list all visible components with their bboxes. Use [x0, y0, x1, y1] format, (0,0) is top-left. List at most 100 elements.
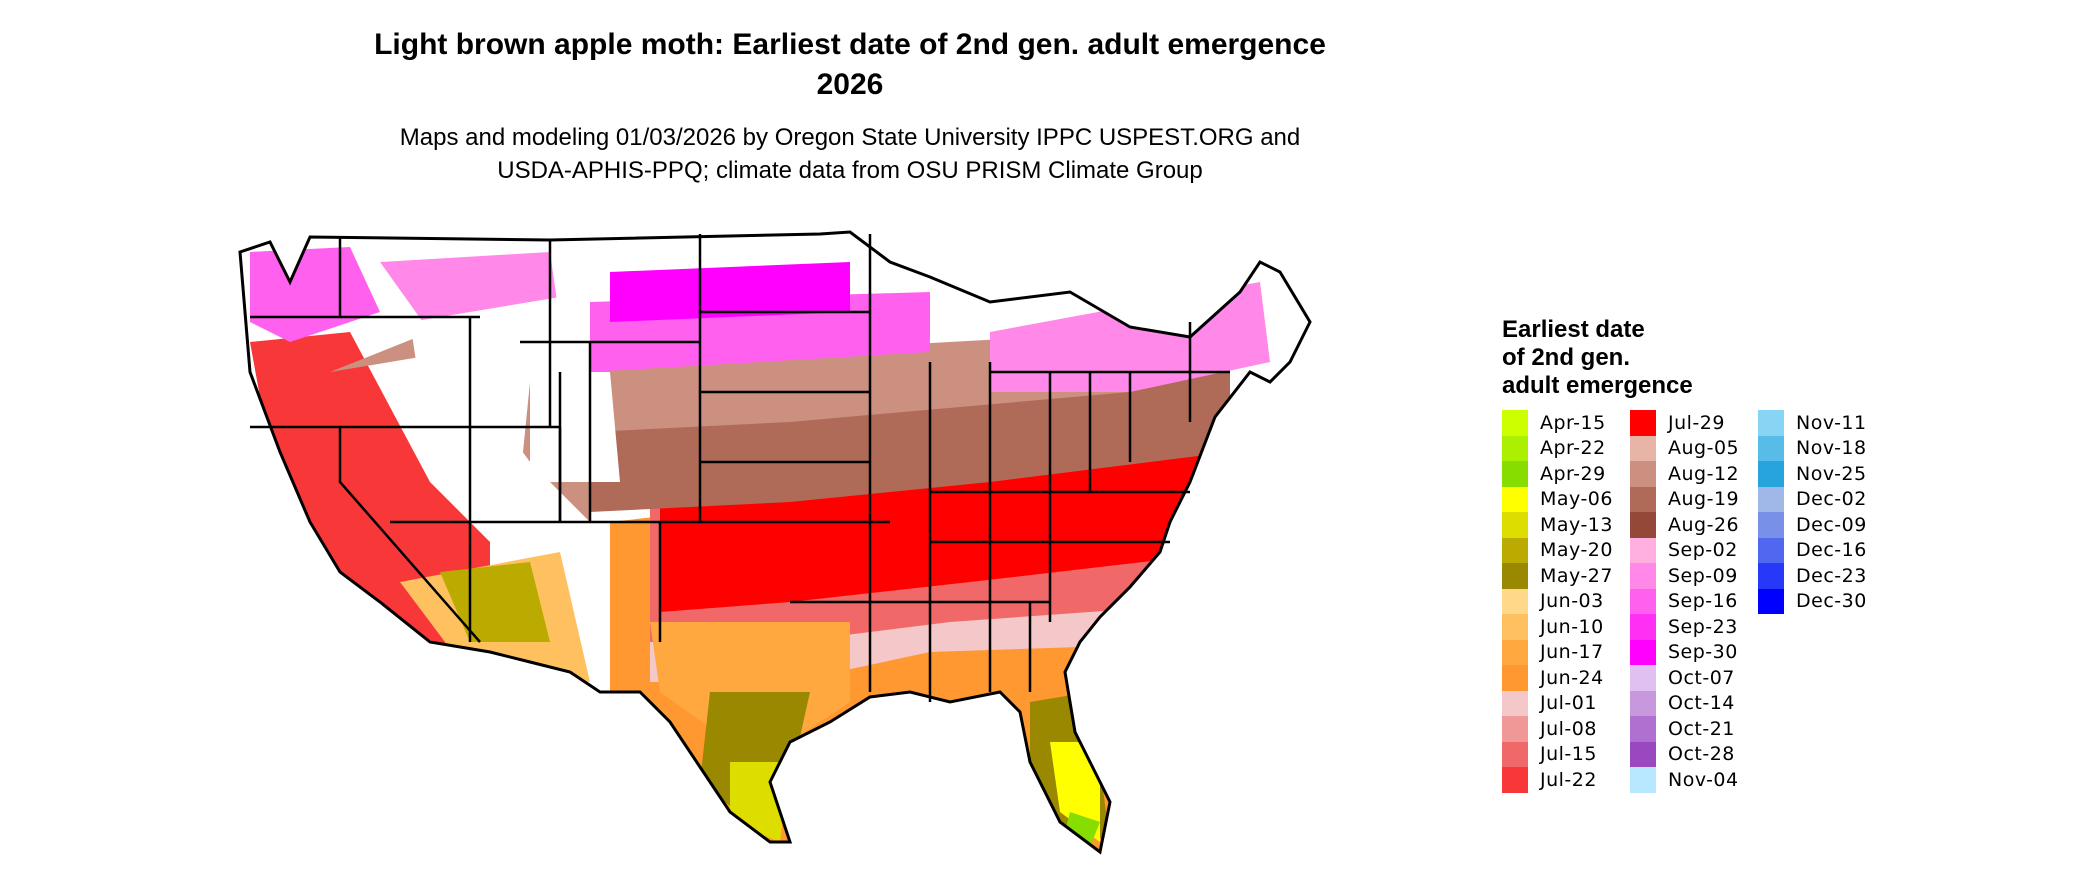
legend-item: Jul-01	[1502, 690, 1613, 716]
us-emergence-map	[238, 230, 1312, 855]
legend-item: Jul-08	[1502, 716, 1613, 742]
legend-swatch	[1630, 614, 1656, 640]
legend-column-3: Nov-11 Nov-18 Nov-25 Dec-02 Dec-09 Dec-16 Dec-…	[1758, 410, 1867, 614]
legend-label: Aug-05	[1668, 437, 1740, 460]
legend-label: Aug-26	[1668, 513, 1740, 536]
legend-label: Sep-02	[1668, 539, 1738, 562]
legend-label: Aug-12	[1668, 462, 1740, 485]
legend-label: Sep-30	[1668, 641, 1738, 664]
legend-swatch	[1502, 563, 1528, 589]
legend-label: Dec-30	[1796, 590, 1867, 613]
legend-swatch	[1758, 537, 1784, 563]
legend-item: Dec-23	[1758, 563, 1867, 589]
legend-item: Sep-02	[1630, 537, 1739, 563]
legend-swatch	[1630, 486, 1656, 512]
legend-swatch	[1630, 639, 1656, 665]
legend-item: Sep-09	[1630, 563, 1739, 589]
legend-swatch	[1502, 461, 1528, 487]
legend-item: Jul-15	[1502, 741, 1613, 767]
legend-item: Sep-30	[1630, 639, 1739, 665]
legend-item: Jul-22	[1502, 767, 1613, 793]
legend-label: Nov-11	[1796, 411, 1867, 434]
legend-swatch	[1758, 486, 1784, 512]
legend-swatch	[1502, 537, 1528, 563]
legend-item: May-06	[1502, 486, 1613, 512]
legend-column-1: Apr-15 Apr-22 Apr-29 May-06 May-13 May-20 May-…	[1502, 410, 1613, 793]
map-title: Light brown apple moth: Earliest date of…	[374, 28, 1326, 61]
legend-label: Oct-07	[1668, 666, 1735, 689]
legend-label: May-06	[1540, 488, 1613, 511]
legend-label: Dec-23	[1796, 564, 1867, 587]
legend-item: Sep-16	[1630, 588, 1739, 614]
legend-swatch	[1758, 435, 1784, 461]
legend-swatch	[1502, 588, 1528, 614]
legend-swatch	[1630, 410, 1656, 436]
legend-item: Nov-18	[1758, 435, 1867, 461]
legend-swatch	[1630, 767, 1656, 793]
legend-swatch	[1758, 588, 1784, 614]
legend-item: Oct-14	[1630, 690, 1739, 716]
legend-item: Jun-03	[1502, 588, 1613, 614]
legend-item: Nov-11	[1758, 410, 1867, 436]
legend-item: Oct-28	[1630, 741, 1739, 767]
legend-label: Sep-16	[1668, 590, 1738, 613]
legend-item: Aug-26	[1630, 512, 1739, 538]
legend-swatch	[1758, 410, 1784, 436]
legend-item: Oct-21	[1630, 716, 1739, 742]
map-year: 2026	[816, 68, 884, 101]
legend-swatch	[1502, 486, 1528, 512]
legend-swatch	[1630, 435, 1656, 461]
legend-swatch	[1502, 690, 1528, 716]
legend-item: May-20	[1502, 537, 1613, 563]
legend-item: Aug-05	[1630, 435, 1740, 461]
legend-item: Apr-22	[1502, 435, 1613, 461]
legend-label: Apr-29	[1540, 462, 1606, 485]
legend-label: May-20	[1540, 539, 1613, 562]
legend-item: Oct-07	[1630, 665, 1739, 691]
legend-swatch	[1630, 537, 1656, 563]
legend-swatch	[1502, 665, 1528, 691]
legend-item: May-13	[1502, 512, 1613, 538]
legend-swatch	[1630, 716, 1656, 742]
legend-label: Nov-25	[1796, 462, 1867, 485]
legend-swatch	[1630, 741, 1656, 767]
legend-label: Nov-04	[1668, 768, 1739, 791]
legend-item: Dec-16	[1758, 537, 1867, 563]
legend-label: Apr-15	[1540, 411, 1606, 434]
legend-swatch	[1502, 639, 1528, 665]
map-credit-line-1: Maps and modeling 01/03/2026 by Oregon S…	[399, 124, 1301, 151]
legend-label: Jul-29	[1668, 411, 1725, 434]
legend-item: Nov-25	[1758, 461, 1867, 487]
legend-label: Jun-10	[1540, 615, 1604, 638]
legend-label: May-27	[1540, 564, 1613, 587]
legend-swatch	[1758, 563, 1784, 589]
legend-label: Jul-01	[1540, 692, 1597, 715]
legend-swatch	[1630, 512, 1656, 538]
legend-column-2: Jul-29 Aug-05 Aug-12 Aug-19 Aug-26 Sep-02 Sep-…	[1630, 410, 1739, 793]
legend-item: Aug-12	[1630, 461, 1739, 487]
legend-label: Nov-18	[1796, 437, 1867, 460]
legend-swatch	[1502, 716, 1528, 742]
legend-label: Jul-22	[1540, 768, 1597, 791]
legend-item: Apr-29	[1502, 461, 1613, 487]
legend-item: Dec-30	[1758, 588, 1867, 614]
legend-label: Apr-22	[1540, 437, 1606, 460]
legend-item: Apr-15	[1502, 410, 1613, 436]
legend-item: Jun-10	[1502, 614, 1613, 640]
legend-label: Jul-08	[1540, 717, 1597, 740]
legend-item: Sep-23	[1630, 614, 1739, 640]
legend-label: Oct-28	[1668, 743, 1735, 766]
legend-label: Jul-15	[1540, 743, 1597, 766]
legend-swatch	[1630, 690, 1656, 716]
legend-swatch	[1502, 435, 1528, 461]
legend-label: Dec-09	[1796, 513, 1867, 536]
legend-label: May-13	[1540, 513, 1613, 536]
legend-label: Dec-02	[1796, 488, 1867, 511]
legend-swatch	[1502, 614, 1528, 640]
legend-item: Dec-09	[1758, 512, 1867, 538]
legend-swatch	[1630, 665, 1656, 691]
legend-swatch	[1630, 461, 1656, 487]
legend-item: Jun-17	[1502, 639, 1613, 665]
legend-title-line-1: Earliest date	[1502, 316, 1645, 343]
legend-title-line-2: of 2nd gen.	[1502, 344, 1630, 371]
